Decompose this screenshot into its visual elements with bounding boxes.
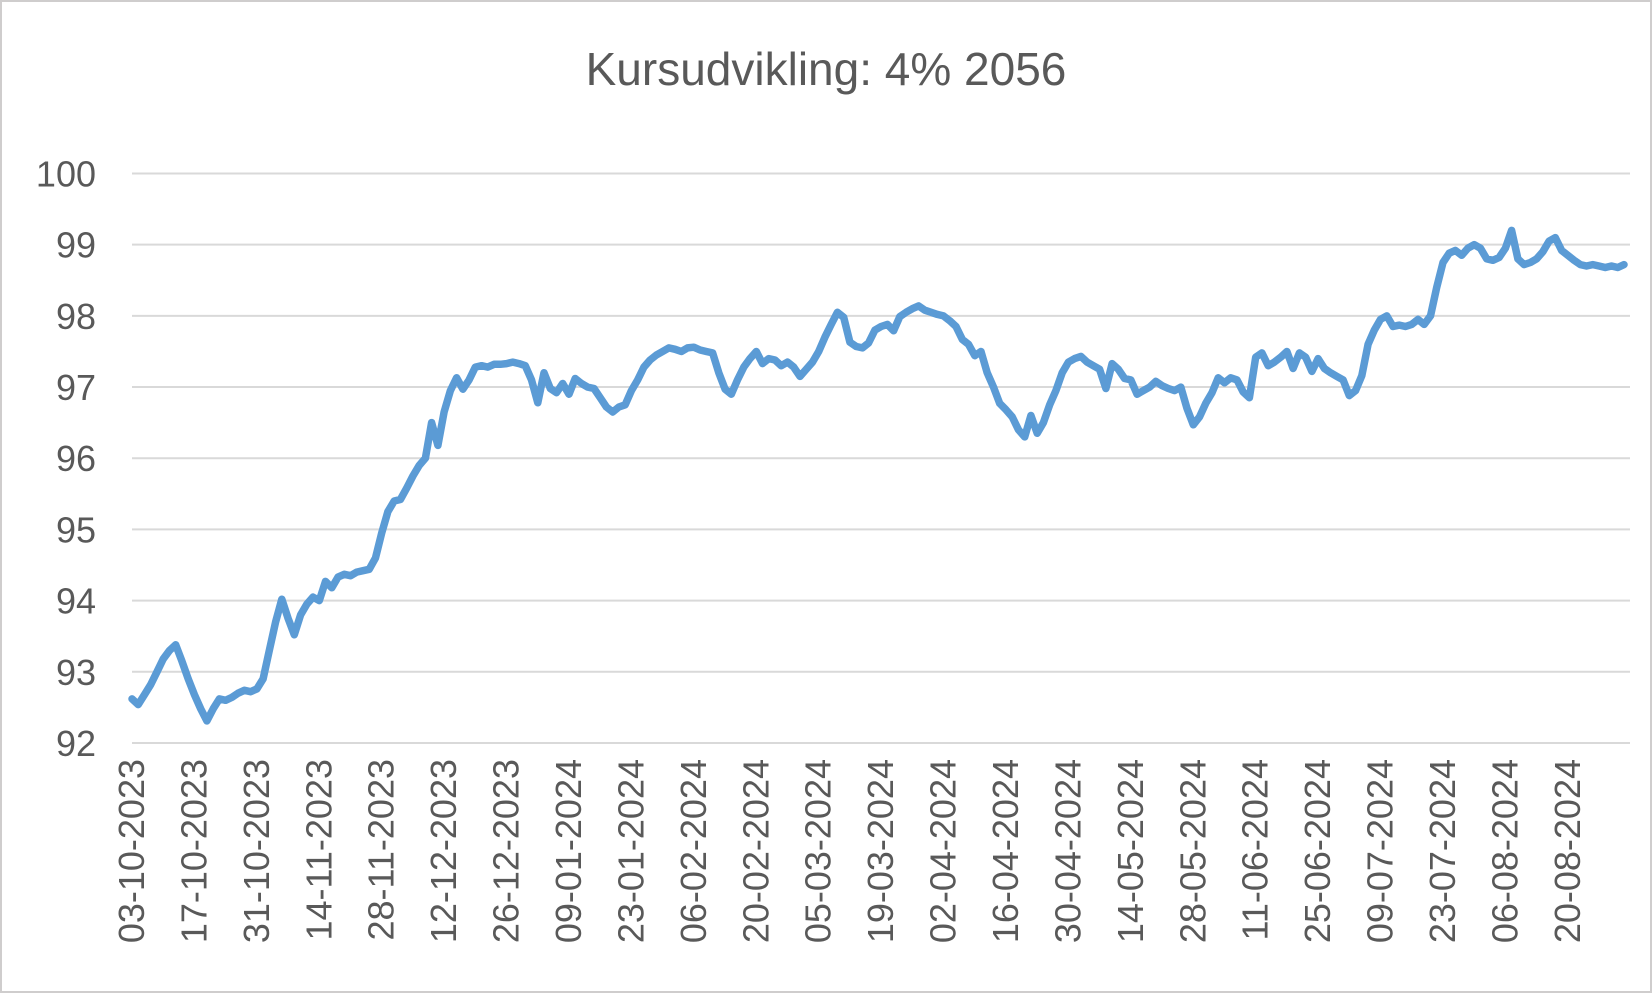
x-tick-label: 16-04-2024 [985,759,1026,943]
y-tick-label: 94 [56,581,96,622]
x-tick-label: 09-07-2024 [1360,759,1401,943]
price-line-series [128,226,1628,725]
x-tick-label: 30-04-2024 [1047,759,1088,943]
x-tick-label: 23-07-2024 [1422,759,1463,943]
x-tick-label: 23-01-2024 [610,759,651,943]
x-tick-label: 20-08-2024 [1547,759,1588,943]
x-tick-label: 09-01-2024 [548,759,589,943]
x-tick-label: 06-08-2024 [1484,759,1525,943]
x-tick-label: 31-10-2023 [236,759,277,943]
y-tick-label: 99 [56,225,96,266]
x-tick-label: 14-11-2023 [298,759,339,940]
x-tick-label: 19-03-2024 [860,759,901,943]
x-tick-label: 11-06-2024 [1235,759,1276,940]
y-tick-label: 92 [56,723,96,764]
x-tick-label: 26-12-2023 [486,759,527,943]
x-tick-label: 20-02-2024 [735,759,776,943]
x-tick-label: 06-02-2024 [673,759,714,943]
x-tick-label: 17-10-2023 [173,759,214,943]
y-tick-label: 93 [56,652,96,693]
x-tick-label: 28-11-2023 [361,759,402,940]
x-tick-label: 03-10-2023 [111,759,152,943]
x-tick-label: 05-03-2024 [798,759,839,943]
y-tick-label: 100 [36,153,96,194]
x-tick-label: 12-12-2023 [423,759,464,943]
x-tick-label: 25-06-2024 [1297,759,1338,943]
x-tick-label: 14-05-2024 [1110,759,1151,943]
y-tick-label: 96 [56,438,96,479]
x-tick-label: 28-05-2024 [1172,759,1213,943]
y-tick-label: 97 [56,367,96,408]
chart-title: Kursudvikling: 4% 2056 [585,43,1067,95]
x-tick-label: 02-04-2024 [923,759,964,943]
y-tick-label: 98 [56,296,96,337]
y-tick-label: 95 [56,509,96,550]
